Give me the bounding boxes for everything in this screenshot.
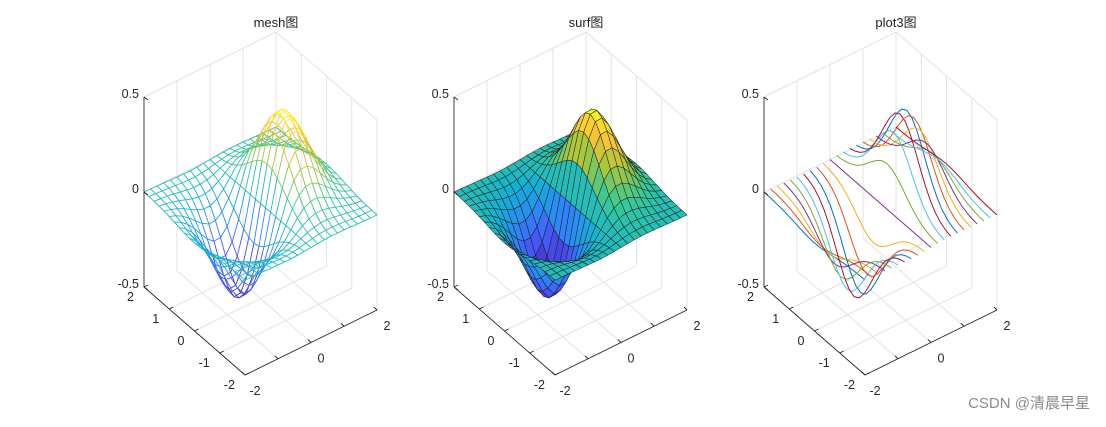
surf-panel-title: surf图 xyxy=(569,12,604,31)
y-tick-label: 1 xyxy=(772,312,779,326)
z-tick-label: -0.5 xyxy=(737,277,759,291)
plot3-line xyxy=(823,163,924,251)
z-tick-label: -0.5 xyxy=(117,277,139,291)
x-tick-label: -2 xyxy=(559,384,570,398)
z-tick-label: 0.5 xyxy=(122,87,139,101)
y-tick-label: 0 xyxy=(488,334,495,348)
surf图-axes: -0.5 0 0.5 -2 0 2 -2 -1 0 1 2 xyxy=(427,32,700,398)
z-tick-label: 0 xyxy=(442,182,449,196)
plot3-panel-title: plot3图 xyxy=(875,12,916,31)
plot3图-axes: -0.5 0 0.5 -2 0 2 -2 -1 0 1 2 xyxy=(737,32,1010,398)
y-tick-label: 2 xyxy=(437,290,444,304)
x-tick-label: -2 xyxy=(869,384,880,398)
x-tick-label: 2 xyxy=(384,319,391,333)
plot3-line xyxy=(797,177,898,291)
plot3-line xyxy=(856,109,957,233)
mesh-panel-title: mesh图 xyxy=(254,12,299,31)
y-tick-label: -1 xyxy=(509,356,520,370)
plot3-line xyxy=(837,156,938,244)
y-tick-label: -1 xyxy=(199,356,210,370)
mesh图-axes: -0.5 0 0.5 -2 0 2 -2 -1 0 1 2 xyxy=(117,32,390,398)
y-tick-label: 1 xyxy=(462,312,469,326)
plot3-line xyxy=(804,174,905,298)
y-tick-label: 2 xyxy=(127,290,134,304)
x-tick-label: -2 xyxy=(249,384,260,398)
x-tick-label: 2 xyxy=(1004,319,1011,333)
y-tick-label: -2 xyxy=(224,378,235,392)
y-tick-label: -2 xyxy=(844,378,855,392)
x-tick-label: 0 xyxy=(628,352,635,366)
z-tick-label: 0 xyxy=(132,182,139,196)
y-tick-label: 1 xyxy=(152,312,159,326)
z-tick-label: -0.5 xyxy=(427,277,449,291)
y-tick-label: -1 xyxy=(819,356,830,370)
plot3-line xyxy=(830,160,931,248)
plot3-line xyxy=(843,130,944,239)
x-tick-label: 0 xyxy=(318,352,325,366)
y-tick-label: 0 xyxy=(178,334,185,348)
y-tick-label: 2 xyxy=(747,290,754,304)
y-tick-label: 0 xyxy=(798,334,805,348)
z-tick-label: 0.5 xyxy=(432,87,449,101)
x-tick-label: 0 xyxy=(938,352,945,366)
z-tick-label: 0.5 xyxy=(742,87,759,101)
plot3-line xyxy=(817,167,918,276)
watermark: CSDN @清晨早星 xyxy=(968,392,1090,413)
z-tick-label: 0 xyxy=(752,182,759,196)
y-tick-label: -2 xyxy=(534,378,545,392)
x-tick-label: 2 xyxy=(694,319,701,333)
